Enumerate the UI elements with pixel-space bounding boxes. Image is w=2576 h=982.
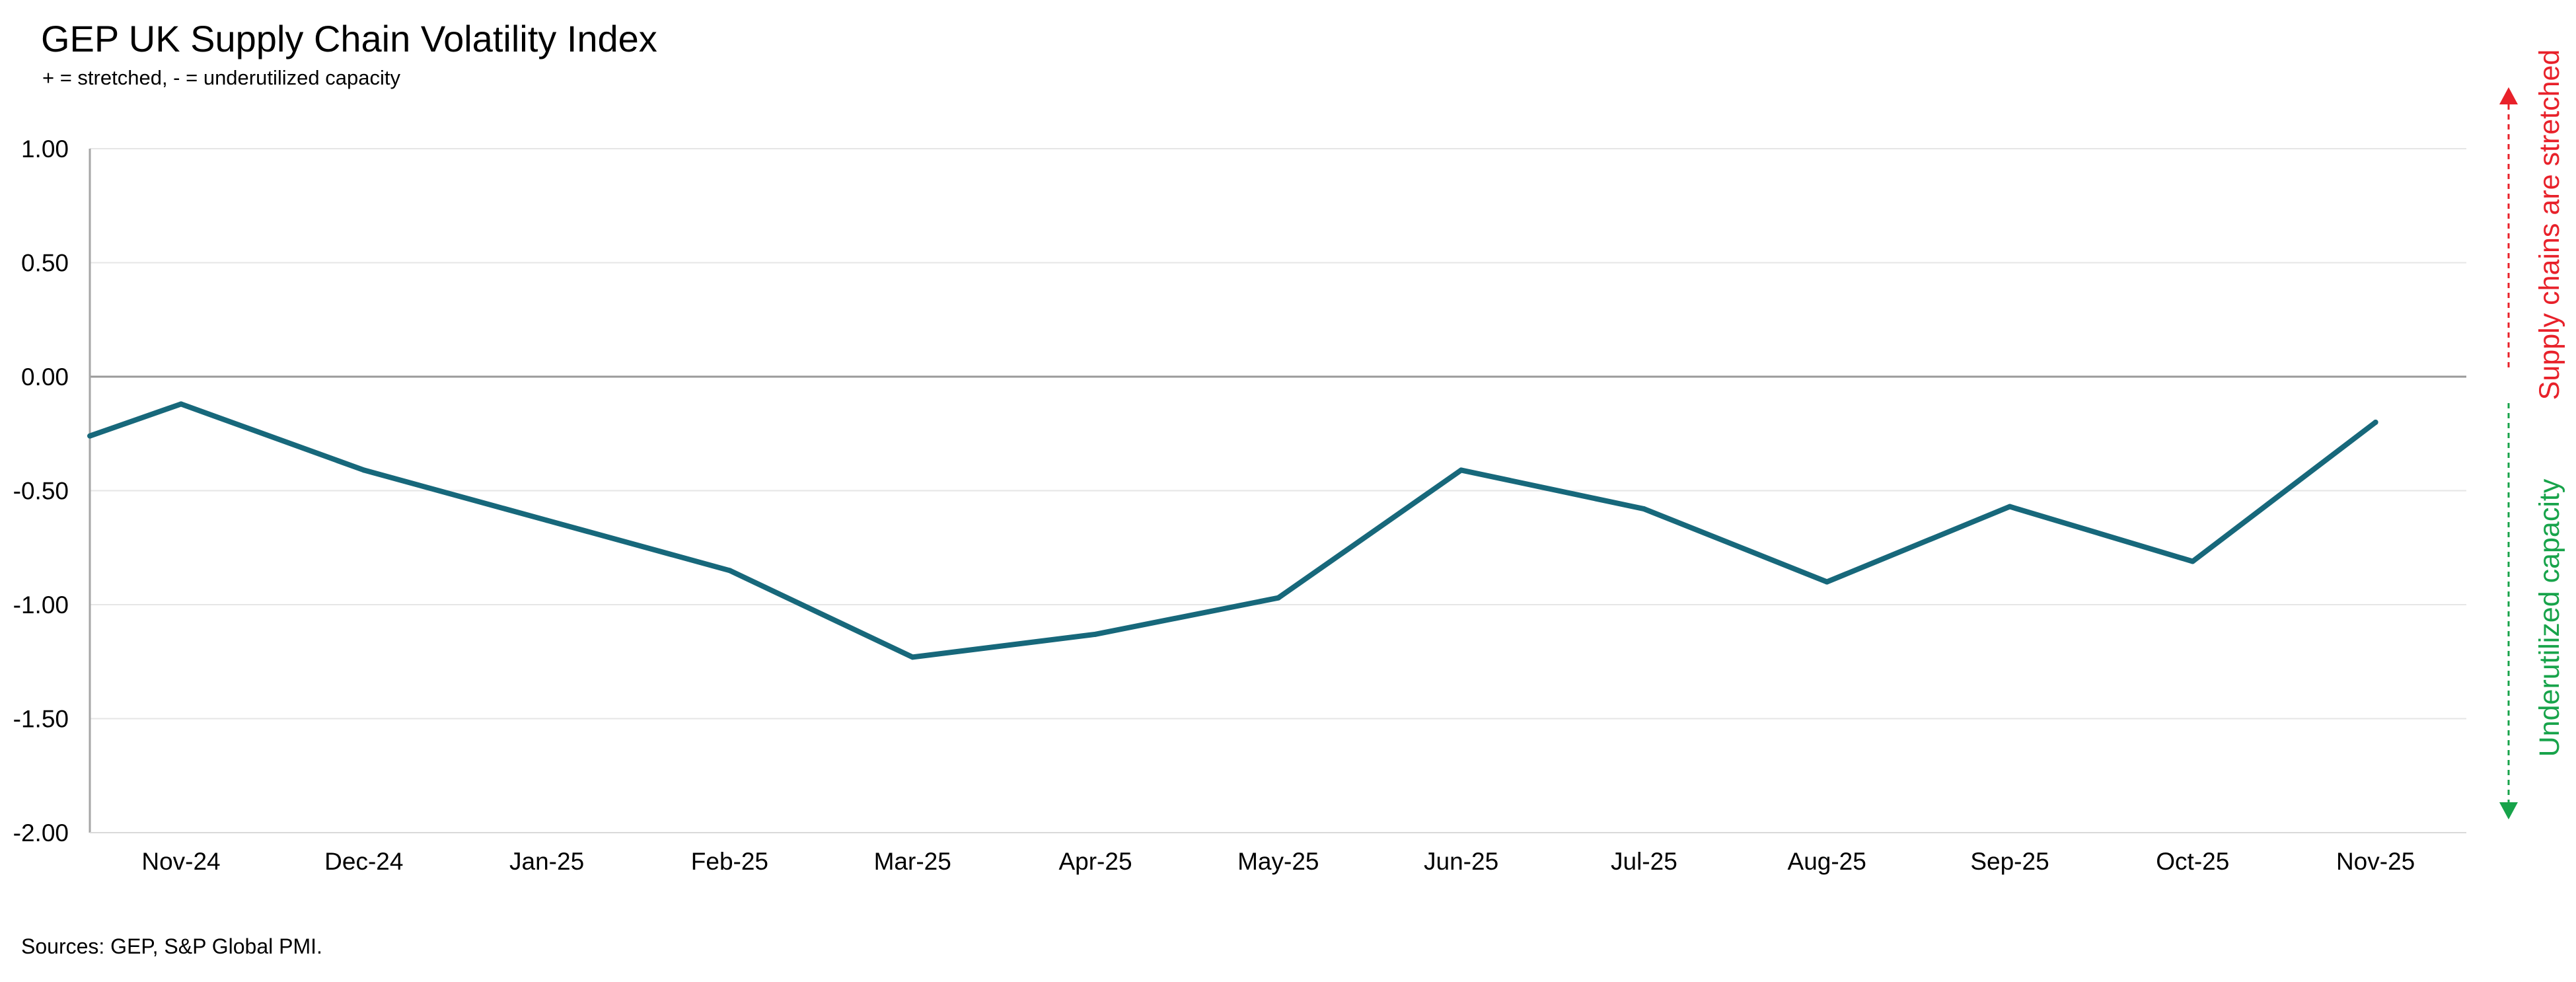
y-tick-label: -1.50 <box>13 706 69 733</box>
x-tick-label: Apr-25 <box>1058 848 1132 875</box>
x-tick-label: Aug-25 <box>1788 848 1866 875</box>
y-tick-label: 0.00 <box>21 363 69 391</box>
axes <box>89 149 2466 833</box>
y-tick-label: 0.50 <box>21 250 69 277</box>
side-annotations: Supply chains are stretched Underutilize… <box>2499 50 2565 819</box>
chart-subtitle: + = stretched, - = underutilized capacit… <box>42 66 400 89</box>
data-point <box>1458 467 1464 473</box>
up-arrow-icon <box>2499 87 2518 104</box>
data-point <box>361 467 367 473</box>
data-point <box>1824 579 1830 585</box>
data-point <box>1093 631 1098 637</box>
data-point <box>544 517 550 523</box>
data-point <box>2373 420 2378 425</box>
x-tick-label: Jan-25 <box>509 848 584 875</box>
data-point <box>727 568 733 574</box>
stretched-indicator: Supply chains are stretched <box>2499 50 2565 400</box>
down-arrow-icon <box>2499 802 2518 819</box>
y-tick-label: -0.50 <box>13 478 69 505</box>
chart-title: GEP UK Supply Chain Volatility Index <box>41 18 657 59</box>
x-tick-labels: Nov-24 Dec-24 Jan-25 Feb-25 Mar-25 Apr-25 May-… <box>141 848 2415 875</box>
x-tick-label: Sep-25 <box>1970 848 2049 875</box>
data-point <box>1275 595 1281 601</box>
x-tick-label: Jun-25 <box>1424 848 1498 875</box>
data-point <box>1641 506 1647 512</box>
x-tick-label: Nov-24 <box>141 848 220 875</box>
source-note: Sources: GEP, S&P Global PMI. <box>21 934 322 958</box>
data-point <box>910 654 916 660</box>
x-tick-label: Dec-24 <box>324 848 403 875</box>
gridlines <box>90 148 2466 720</box>
data-point <box>2190 558 2195 564</box>
x-tick-label: Jul-25 <box>1611 848 1677 875</box>
data-point <box>178 401 184 407</box>
y-tick-label: -1.00 <box>13 591 69 619</box>
y-tick-label: 1.00 <box>21 135 69 163</box>
underutilized-annotation: Underutilized capacity <box>2534 478 2565 757</box>
y-tick-label: -2.00 <box>13 819 69 847</box>
y-tick-labels: 1.00 0.50 0.00 -0.50 -1.00 -1.50 -2.00 <box>13 135 69 847</box>
x-tick-label: Feb-25 <box>691 848 768 875</box>
x-tick-label: Nov-25 <box>2336 848 2415 875</box>
stretched-annotation: Supply chains are stretched <box>2534 50 2565 400</box>
underutilized-indicator: Underutilized capacity <box>2499 403 2565 819</box>
x-tick-label: Oct-25 <box>2156 848 2229 875</box>
data-point <box>2007 504 2012 510</box>
series-line <box>87 401 2378 660</box>
series-group <box>87 401 2378 660</box>
x-tick-label: May-25 <box>1237 848 1319 875</box>
x-tick-label: Mar-25 <box>874 848 951 875</box>
